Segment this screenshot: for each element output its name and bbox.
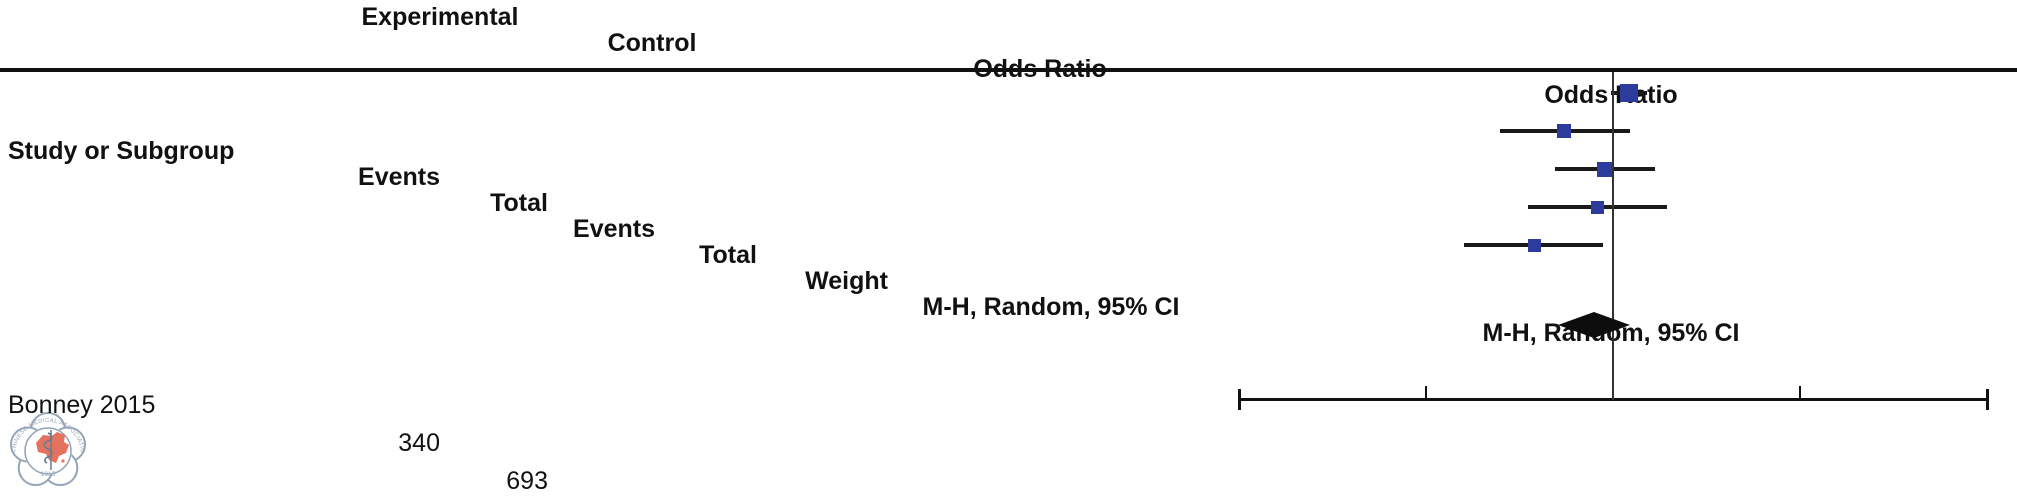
total-exp-column-header: Total bbox=[490, 189, 548, 217]
axis-end-tick bbox=[1238, 389, 1241, 410]
effect-square bbox=[1528, 239, 1541, 252]
header-rule bbox=[0, 68, 2017, 72]
odds-ratio-header-left: Odds Ratio bbox=[973, 55, 1107, 83]
events-exp-column-header: Events bbox=[358, 163, 440, 191]
column-group-control: Control bbox=[607, 29, 697, 57]
odds-ratio-header-right: Odds Ratio bbox=[1544, 81, 1678, 109]
cell-events-experimental: 340 bbox=[398, 429, 440, 457]
x-axis-line bbox=[1239, 398, 1989, 401]
axis-end-tick bbox=[1986, 389, 1989, 410]
study-column-header: Study or Subgroup bbox=[8, 137, 235, 165]
total-ctrl-column-header: Total bbox=[699, 241, 757, 269]
effect-square bbox=[1620, 84, 1638, 102]
cell-total-experimental: 693 bbox=[506, 467, 548, 495]
effect-square bbox=[1557, 124, 1571, 138]
axis-tick bbox=[1799, 386, 1801, 399]
effect-square bbox=[1597, 162, 1612, 177]
axis-tick bbox=[1425, 386, 1427, 399]
column-group-experimental: Experimental bbox=[361, 3, 519, 31]
mh-random-header-left: M-H, Random, 95% CI bbox=[922, 293, 1180, 321]
weight-column-header: Weight bbox=[805, 267, 888, 295]
china-map-shape bbox=[36, 432, 69, 463]
events-ctrl-column-header: Events bbox=[573, 215, 655, 243]
effect-square bbox=[1591, 201, 1604, 214]
study-name: Bonney 2015 bbox=[8, 391, 156, 419]
null-effect-line bbox=[1612, 72, 1614, 400]
study-rows-layer: Bonney 201534069326860832.7%1.22 [0.98, … bbox=[0, 312, 2017, 501]
svg-text:1915: 1915 bbox=[41, 471, 56, 478]
chinese-medical-association-watermark-logo: 1915 CHINESE MEDICAL ASSOCIATION bbox=[0, 403, 86, 486]
